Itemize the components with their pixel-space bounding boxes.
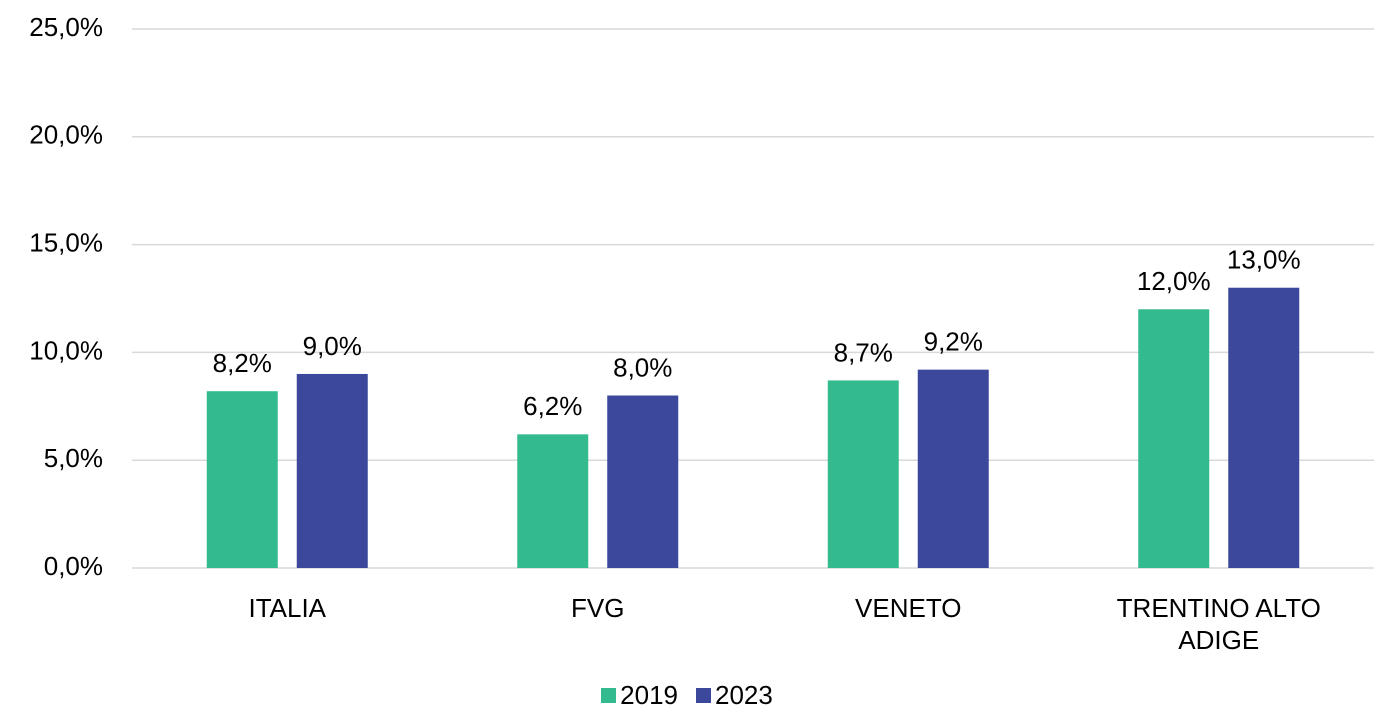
legend: 2019 2023: [0, 680, 1374, 711]
bar: [1138, 309, 1210, 568]
bar: [206, 391, 278, 568]
data-label: 8,0%: [613, 352, 672, 382]
bar: [827, 380, 899, 568]
y-tick-label: 10,0%: [29, 335, 103, 365]
bar: [296, 373, 368, 568]
bar: [1228, 287, 1300, 568]
legend-label: 2023: [715, 680, 773, 710]
x-tick-label: TRENTINO ALTO ADIGE: [1116, 593, 1321, 655]
y-tick-label: 15,0%: [29, 227, 103, 257]
y-tick-label: 0,0%: [44, 551, 103, 581]
legend-item: 2023: [696, 680, 773, 711]
data-label: 9,2%: [924, 327, 983, 357]
legend-item: 2019: [601, 680, 678, 711]
data-label: 13,0%: [1227, 245, 1301, 275]
legend-swatch: [601, 688, 617, 703]
legend-label: 2019: [620, 680, 678, 710]
data-label: 9,0%: [303, 331, 362, 361]
legend-swatch: [696, 688, 711, 703]
data-label: 8,7%: [834, 337, 893, 367]
y-tick-label: 5,0%: [44, 443, 103, 473]
x-tick-label: ITALIA: [248, 593, 327, 623]
bar: [917, 369, 989, 568]
bar: [607, 395, 679, 568]
x-tick-label: FVG: [571, 593, 625, 623]
x-tick-label: VENETO: [855, 593, 962, 623]
bar: [517, 434, 589, 568]
y-tick-label: 20,0%: [29, 120, 103, 150]
y-tick-label: 25,0%: [29, 12, 103, 42]
data-label: 6,2%: [523, 391, 582, 421]
data-label: 12,0%: [1137, 266, 1211, 296]
data-label: 8,2%: [213, 348, 272, 378]
